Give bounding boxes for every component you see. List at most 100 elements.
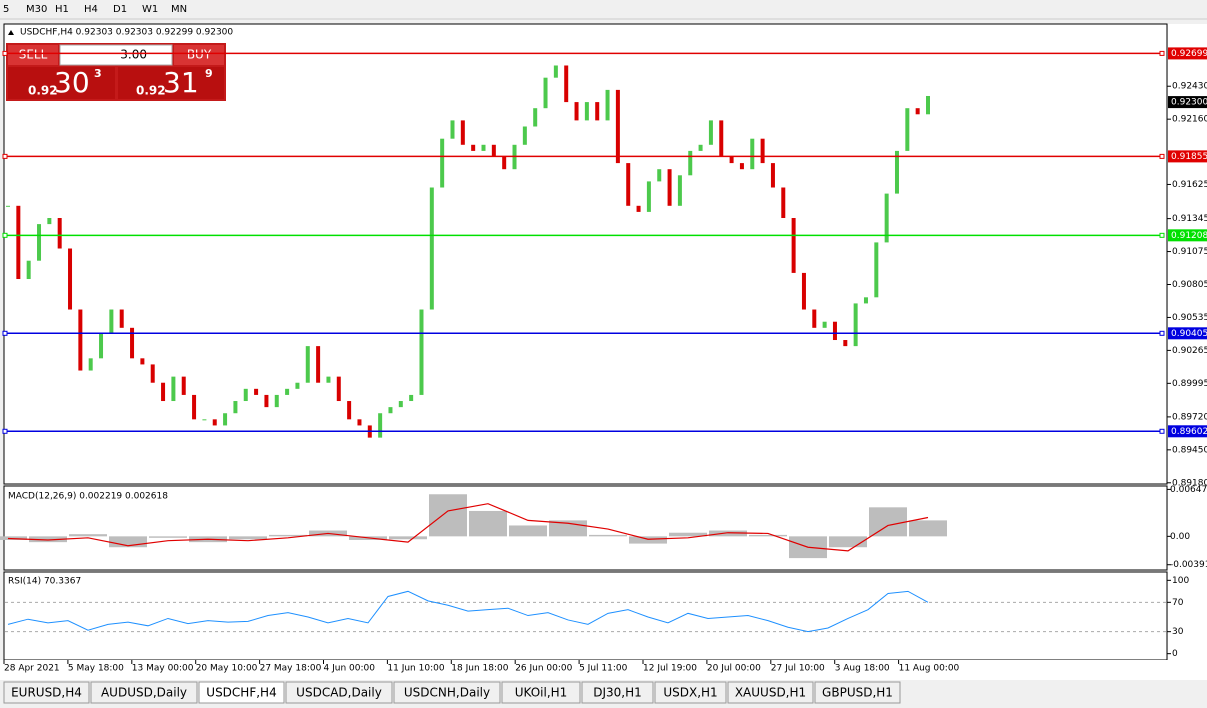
timeframe-button[interactable]: H4: [84, 4, 98, 15]
candle: [822, 321, 827, 328]
timeframe-button[interactable]: W1: [142, 4, 158, 15]
y-tick-label: 0.89180: [1172, 478, 1207, 488]
tab-label: UKOil,H1: [515, 686, 568, 700]
level-handle[interactable]: [2, 153, 8, 159]
candle: [729, 156, 734, 164]
collapse-icon[interactable]: [8, 30, 14, 35]
tab[interactable]: [814, 681, 901, 704]
level-handle[interactable]: [1159, 428, 1165, 434]
level-handle[interactable]: [1159, 330, 1165, 336]
candle: [316, 346, 321, 383]
candle: [853, 303, 858, 347]
tab-label: USDCHF,H4: [206, 686, 276, 700]
tab[interactable]: [198, 681, 285, 704]
level-handle[interactable]: [2, 232, 8, 238]
tab[interactable]: [285, 681, 393, 704]
candle: [481, 144, 486, 151]
tab[interactable]: [501, 681, 581, 704]
candle: [429, 187, 434, 310]
timeframe-button[interactable]: 5: [3, 4, 9, 15]
buy-button[interactable]: [174, 45, 224, 65]
level-handle[interactable]: [1159, 50, 1165, 56]
candle: [915, 108, 920, 115]
candle: [584, 102, 589, 121]
level-handle[interactable]: [2, 50, 8, 56]
tab[interactable]: [3, 681, 90, 704]
tab[interactable]: [90, 681, 198, 704]
macd-bar: [149, 536, 187, 538]
bid-box[interactable]: [8, 67, 115, 99]
candle: [595, 102, 600, 121]
y-tick-label: 0.90805: [1172, 280, 1207, 290]
candle: [574, 102, 579, 121]
level-handle[interactable]: [1159, 153, 1165, 159]
candle: [440, 138, 445, 188]
candle: [801, 272, 806, 310]
level-handle[interactable]: [2, 330, 8, 336]
candle: [181, 376, 186, 395]
level-label-bg: [1168, 327, 1207, 340]
candle: [471, 144, 476, 151]
timeframe-button[interactable]: D1: [113, 4, 127, 15]
x-tick-label: 27 Jul 10:00: [771, 664, 825, 674]
candle: [926, 95, 930, 115]
candle: [894, 150, 899, 194]
candle: [285, 388, 290, 395]
candle: [357, 419, 362, 426]
macd-label: MACD(12,26,9) 0.002219 0.002618: [8, 492, 168, 502]
timeframe-button[interactable]: MN: [171, 4, 187, 15]
candle: [130, 327, 135, 359]
candle: [419, 309, 424, 395]
candle: [905, 108, 910, 151]
macd-bar: [869, 507, 907, 537]
level-label: 0.89602: [1171, 427, 1207, 437]
x-tick-label: 18 Jun 18:00: [451, 664, 508, 674]
y-tick-label: 0.00647: [1170, 485, 1207, 495]
x-tick-label: 27 May 18:00: [260, 664, 322, 674]
candle: [212, 419, 217, 426]
tab[interactable]: [727, 681, 814, 704]
macd-bar: [389, 536, 427, 540]
macd-bar: [229, 536, 267, 540]
y-tick-label: 0.00: [1170, 532, 1190, 542]
tab[interactable]: [654, 681, 727, 704]
level-label: 0.90405: [1171, 329, 1207, 339]
candle: [88, 358, 93, 371]
timeframe-button[interactable]: M30: [26, 4, 47, 15]
tab-label: USDCNH,Daily: [404, 686, 490, 700]
level-handle[interactable]: [1159, 232, 1165, 238]
candle: [305, 346, 310, 383]
macd-bar: [109, 536, 147, 548]
macd-bar: [269, 534, 307, 537]
candle: [646, 181, 651, 212]
level-handle[interactable]: [2, 428, 8, 434]
candle: [264, 394, 269, 408]
candle: [47, 218, 52, 225]
candle: [760, 138, 765, 164]
ask-box[interactable]: [118, 67, 224, 99]
timeframe-button[interactable]: H1: [55, 4, 69, 15]
candle: [68, 248, 73, 310]
x-tick-label: 4 Jun 00:00: [324, 664, 376, 674]
candle: [57, 218, 62, 249]
candle: [192, 394, 197, 420]
tab[interactable]: [581, 681, 654, 704]
volume-box[interactable]: [59, 44, 173, 66]
candle: [502, 156, 507, 170]
buy-text: BUY: [187, 48, 212, 62]
candle: [770, 163, 775, 188]
sell-text: SELL: [19, 48, 48, 62]
candle: [378, 413, 383, 438]
candle: [491, 144, 496, 157]
ask-big: 0.92: [136, 84, 166, 98]
tab-label: AUDUSD,Daily: [101, 686, 187, 700]
macd-bar: [509, 525, 547, 537]
y-tick-label: 30: [1172, 627, 1184, 637]
candle: [295, 382, 300, 389]
candle: [863, 297, 868, 304]
candle: [564, 65, 569, 103]
rsi-label: RSI(14) 70.3367: [8, 577, 81, 587]
x-tick-label: 5 May 18:00: [68, 664, 124, 674]
tab[interactable]: [393, 681, 501, 704]
sell-button[interactable]: [8, 45, 58, 65]
